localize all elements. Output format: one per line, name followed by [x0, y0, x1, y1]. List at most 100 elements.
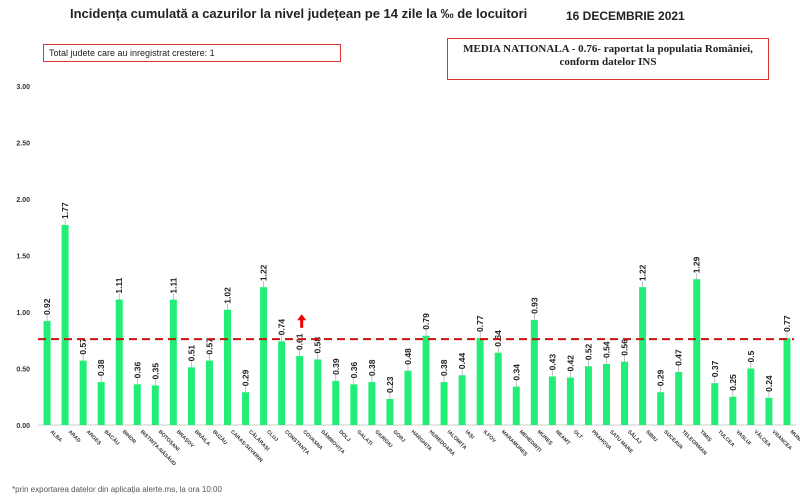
- category-label: ARGEȘ: [85, 429, 103, 447]
- value-label: 0.92: [42, 298, 52, 315]
- bar: [404, 370, 412, 425]
- y-tick-label: 2.00: [16, 197, 30, 204]
- value-label: 0.36: [349, 362, 359, 379]
- bar: [458, 375, 466, 425]
- value-label: 0.42: [565, 355, 575, 372]
- value-label: 0.47: [674, 349, 684, 366]
- value-label: 1.22: [259, 264, 269, 281]
- value-label: 0.61: [295, 333, 305, 350]
- value-label: 1.11: [114, 277, 124, 293]
- value-label: 1.02: [223, 287, 233, 304]
- bar: [494, 352, 502, 425]
- bar: [693, 279, 701, 425]
- category-label: GIURGIU: [373, 429, 393, 449]
- bar: [242, 392, 250, 425]
- value-label: 0.34: [511, 364, 521, 381]
- bar: [711, 383, 719, 425]
- bar: [314, 359, 322, 425]
- value-label: 1.29: [692, 256, 702, 273]
- y-tick-label: 1.00: [16, 310, 30, 317]
- value-label: 0.5: [746, 350, 756, 362]
- bar: [151, 385, 159, 425]
- bar: [657, 392, 665, 425]
- bar: [278, 341, 286, 425]
- value-label: 0.37: [710, 360, 720, 377]
- bar: [440, 382, 448, 425]
- bar: [332, 380, 340, 425]
- category-label: VASLUI: [734, 429, 752, 447]
- value-label: 1.22: [638, 264, 648, 281]
- y-tick-label: 0.50: [16, 367, 30, 374]
- category-label: TIMIȘ: [698, 429, 712, 443]
- value-label: 0.44: [457, 352, 467, 369]
- bar: [476, 337, 484, 425]
- bar: [603, 363, 610, 425]
- value-label: 0.54: [602, 341, 612, 358]
- value-label: 0.29: [656, 369, 666, 386]
- bar: [350, 384, 358, 425]
- value-label: 1.77: [60, 202, 70, 219]
- category-label: ILFOV: [482, 429, 497, 444]
- category-label: GORJ: [392, 429, 407, 444]
- bar: [296, 356, 304, 425]
- category-label: IAȘI: [464, 429, 476, 441]
- category-label: ARAD: [67, 429, 82, 444]
- bar: [530, 319, 538, 425]
- value-label: 0.93: [529, 297, 539, 314]
- bar: [43, 321, 51, 425]
- value-label: 0.38: [439, 359, 449, 376]
- bar: [566, 377, 574, 425]
- bar: [639, 287, 647, 425]
- category-label: VÂLCEA: [752, 428, 772, 448]
- bar: [224, 309, 231, 425]
- value-label: 0.56: [620, 339, 630, 356]
- y-tick-label: 1.50: [16, 254, 30, 261]
- chart-title: Incidența cumulată a cazurilor la nivel …: [70, 6, 528, 21]
- bar: [512, 386, 520, 425]
- category-label: NEAMȚ: [554, 429, 572, 447]
- bar: [584, 366, 592, 425]
- value-label: 0.25: [728, 374, 738, 391]
- value-label: 0.24: [764, 375, 774, 392]
- y-tick-label: 0.00: [16, 423, 30, 430]
- category-label: CLUJ: [265, 429, 279, 443]
- increase-arrow-head-icon: [297, 314, 307, 321]
- value-label: 1.11: [168, 277, 178, 293]
- national-average-box: MEDIA NATIONALA - 0.76- raportat la popu…: [447, 38, 769, 80]
- value-label: 0.51: [186, 345, 196, 362]
- category-label: SĂLAJ: [626, 428, 643, 445]
- bar: [729, 396, 737, 425]
- y-tick-label: 2.50: [16, 141, 30, 148]
- category-label: BACĂU: [103, 428, 121, 446]
- bar: [747, 368, 755, 425]
- value-label: 0.77: [782, 315, 792, 332]
- bar: [79, 360, 87, 425]
- category-label: TULCEA: [716, 429, 735, 448]
- category-label: ALBA: [49, 429, 64, 444]
- category-label: OLT: [572, 429, 584, 441]
- category-label: BIHOR: [121, 429, 137, 445]
- value-label: 0.38: [367, 359, 377, 376]
- value-label: 0.74: [277, 319, 287, 336]
- value-label: 0.36: [132, 362, 142, 379]
- value-label: 0.38: [96, 359, 106, 376]
- bar: [675, 371, 683, 425]
- bar: [260, 287, 268, 425]
- bar: [765, 397, 773, 425]
- bar: [422, 335, 430, 425]
- category-label: BUZĂU: [211, 428, 229, 446]
- footnote: *prin exportarea datelor din aplicația a…: [12, 485, 222, 494]
- bar: [169, 299, 177, 425]
- bar: [386, 399, 394, 425]
- bar: [368, 382, 376, 425]
- value-label: 0.23: [385, 376, 395, 393]
- category-label: SIBIU: [644, 429, 658, 443]
- bar: [61, 224, 69, 425]
- category-label: BRĂILA: [193, 428, 212, 447]
- bar: [783, 337, 791, 425]
- value-label: 0.43: [547, 354, 557, 371]
- value-label: 0.52: [583, 343, 593, 360]
- value-label: 0.57: [204, 338, 214, 355]
- value-label: 0.35: [150, 363, 160, 380]
- bar: [97, 382, 105, 425]
